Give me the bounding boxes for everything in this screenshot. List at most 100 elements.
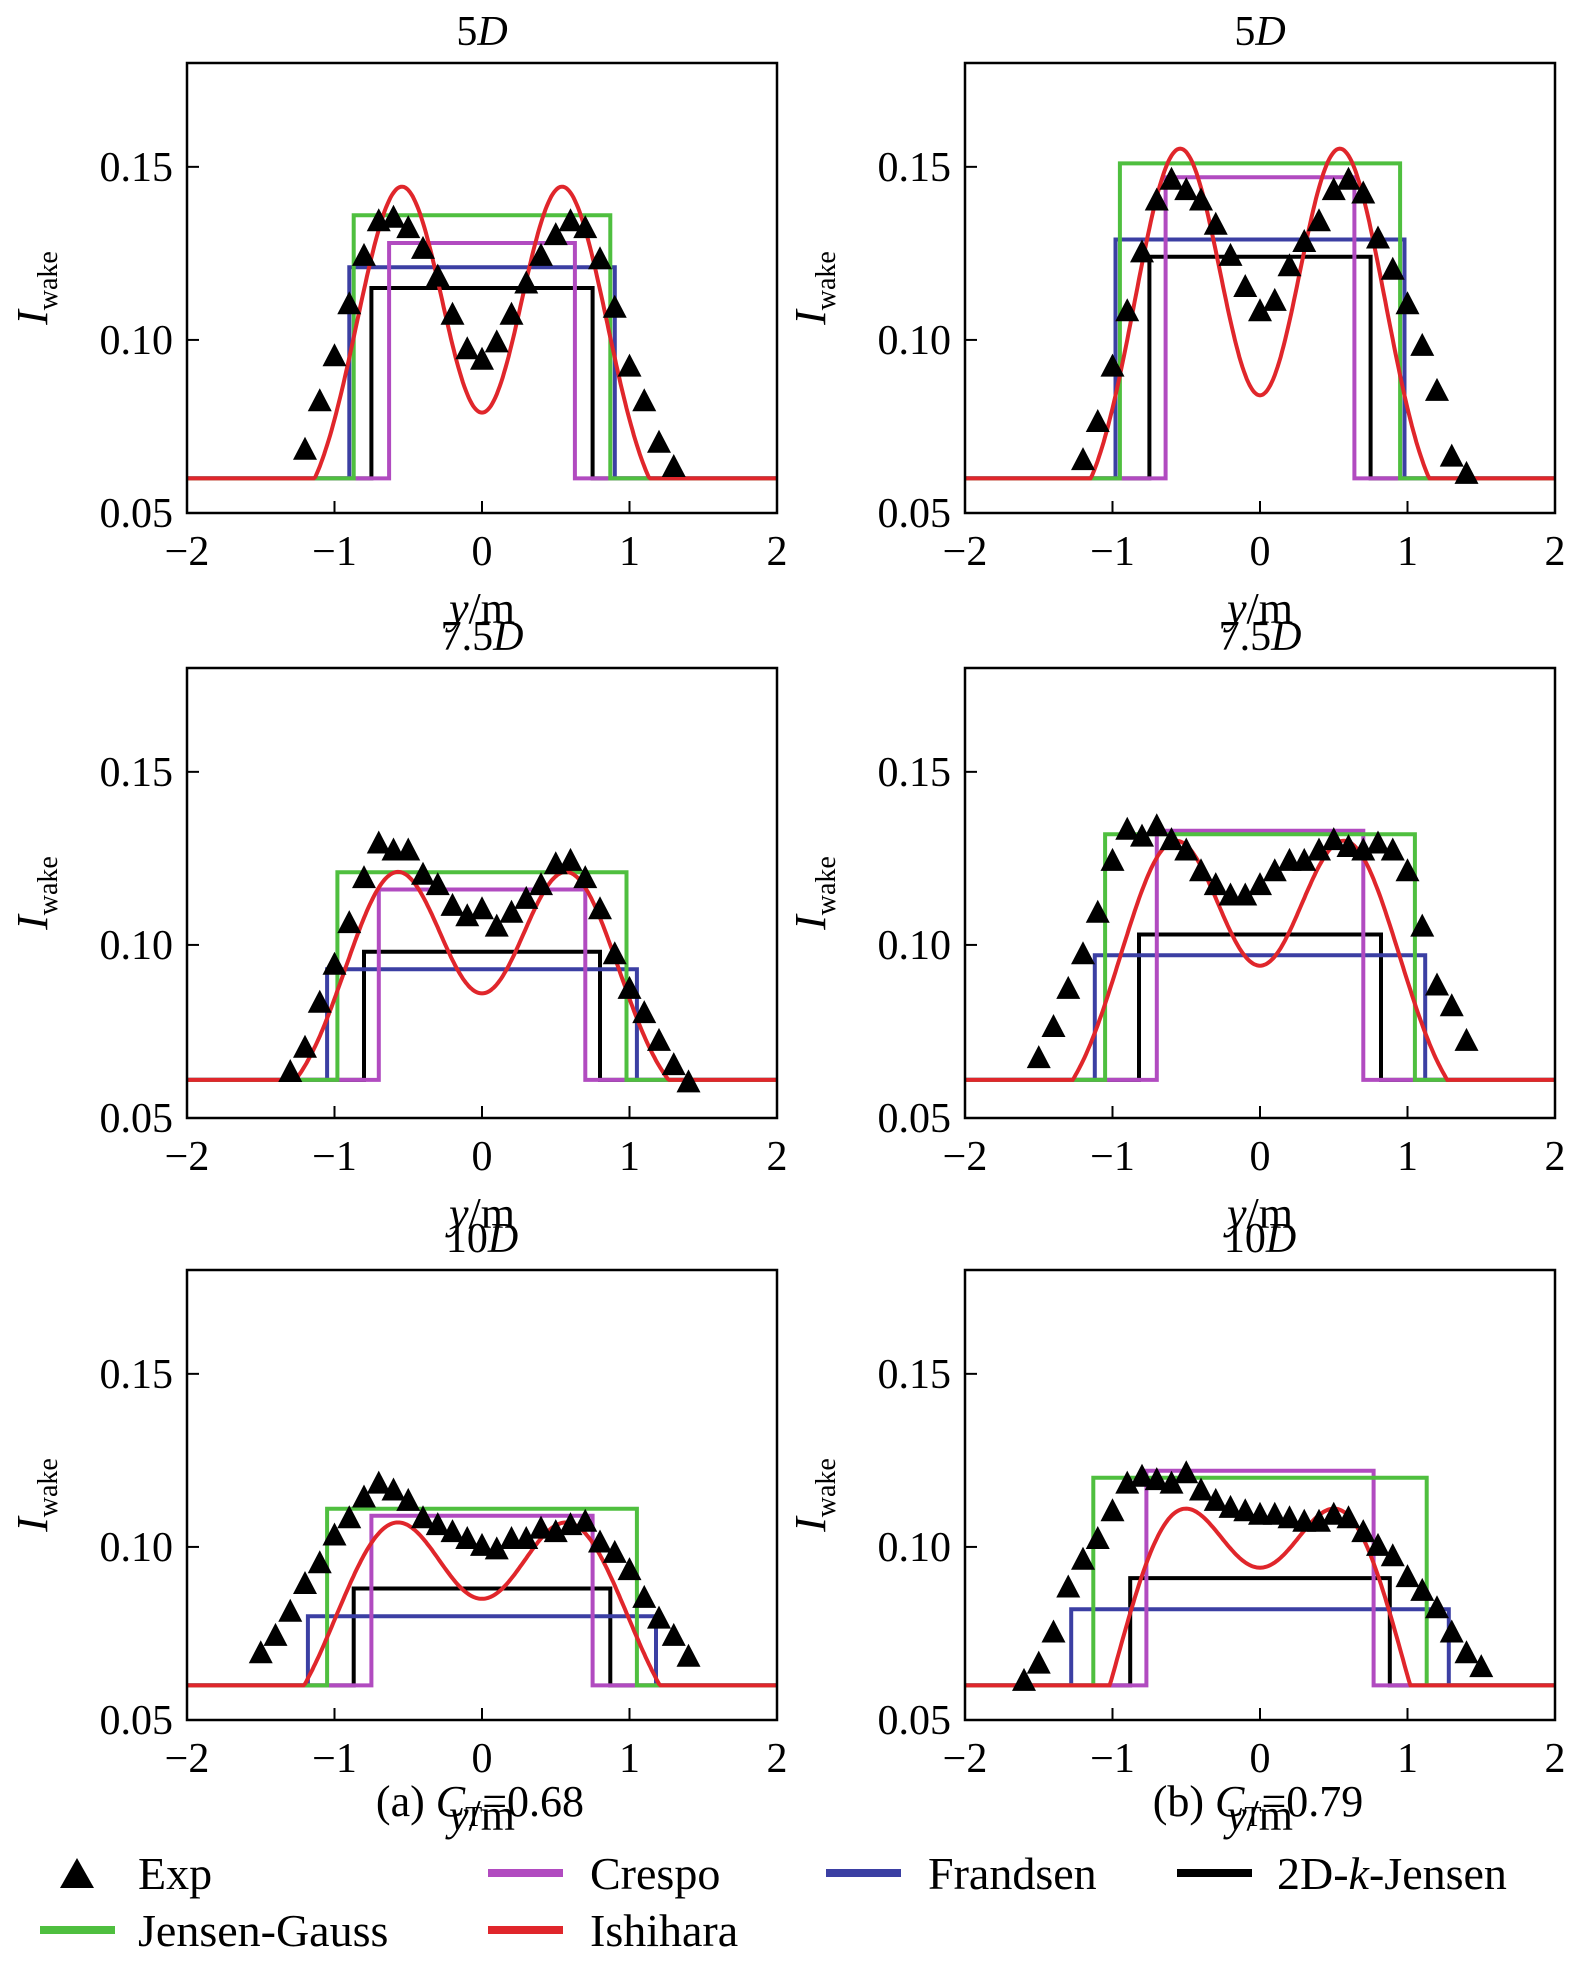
exp-point xyxy=(1130,239,1154,263)
plot-frame xyxy=(963,61,1557,515)
exp-point xyxy=(1026,1045,1051,1069)
exp-point xyxy=(1307,208,1331,232)
exp-point xyxy=(307,388,332,412)
exp-point xyxy=(1041,1014,1066,1037)
exp-point xyxy=(1071,1546,1095,1570)
y-axis-label: Iwake xyxy=(786,251,842,326)
series-ishihara xyxy=(965,146,1555,481)
y-axis-label: Iwake xyxy=(8,1458,64,1533)
exp-point xyxy=(307,989,332,1013)
y-tick-label: 0.15 xyxy=(100,145,174,191)
y-axis-label: Iwake xyxy=(8,856,64,931)
exp-point xyxy=(499,899,524,923)
x-tick-label: −2 xyxy=(943,1736,988,1782)
exp-point xyxy=(529,242,553,266)
exp-point xyxy=(1366,1532,1390,1556)
y-tick-label: 0.05 xyxy=(100,1698,174,1744)
exp-point xyxy=(396,1487,421,1511)
y-tick-label: 0.15 xyxy=(878,1352,952,1398)
x-tick-label: 0 xyxy=(1250,1134,1271,1180)
exp-point xyxy=(647,1027,671,1051)
exp-point xyxy=(1366,225,1390,249)
exp-point xyxy=(337,910,362,934)
x-tick-label: −2 xyxy=(943,1134,988,1180)
exp-point xyxy=(1115,816,1140,840)
series-crespo xyxy=(965,1468,1555,1688)
exp-point xyxy=(1159,1470,1184,1494)
exp-point xyxy=(425,872,450,896)
exp-point xyxy=(647,429,671,453)
plot-area xyxy=(965,1468,1555,1688)
x-axis-label: y/m xyxy=(445,584,515,633)
y-tick-label: 0.05 xyxy=(878,491,952,537)
exp-point xyxy=(278,1059,303,1082)
panel-4: 7.5D 0.05 0.10 0.15 −2 −1 0 1 2 y/m Iwake xyxy=(786,614,1566,1238)
series-jensen2d xyxy=(187,286,777,481)
y-axis-label: Iwake xyxy=(786,1458,842,1533)
legend-crespo-label: Crespo xyxy=(590,1848,720,1899)
exp-point xyxy=(470,1532,494,1556)
exp-point xyxy=(484,329,509,353)
y-tick-label: 0.15 xyxy=(878,145,952,191)
plot-frame xyxy=(185,61,779,515)
series-ishihara xyxy=(187,1520,777,1688)
panel-title: 5D xyxy=(1234,9,1285,55)
exp-point xyxy=(588,246,612,270)
series-ishihara xyxy=(187,184,777,481)
caption-b: (b) CT=0.79 xyxy=(1153,1777,1364,1833)
plot-frame xyxy=(185,1268,779,1722)
exp-point xyxy=(1159,166,1184,190)
series-ishihara xyxy=(965,838,1555,1082)
exp-point xyxy=(381,204,406,228)
x-tick-label: 1 xyxy=(1397,1736,1418,1782)
legend-ishihara-label: Ishihara xyxy=(590,1905,738,1956)
exp-point xyxy=(1307,1508,1331,1532)
panel-5: 10D 0.05 0.10 0.15 −2 −1 0 1 2 y/m Iwake xyxy=(8,1216,788,1840)
x-tick-label: 0 xyxy=(1250,529,1271,575)
exp-point xyxy=(352,1484,376,1508)
exp-point xyxy=(647,1605,671,1629)
exp-point xyxy=(573,865,598,889)
exp-point xyxy=(1233,1498,1258,1522)
series-frandsen xyxy=(187,967,777,1082)
x-tick-label: 1 xyxy=(619,1736,640,1782)
x-tick-label: 0 xyxy=(472,1736,493,1782)
panel-title: 7.5D xyxy=(1219,614,1302,660)
x-tick-label: 0 xyxy=(472,1134,493,1180)
legend-item-crespo: Crespo xyxy=(488,1848,720,1899)
legend-jensen-gauss-label: Jensen-Gauss xyxy=(138,1905,388,1956)
exp-point xyxy=(617,975,642,999)
legend-frandsen-label: Frandsen xyxy=(928,1848,1097,1899)
exp-point xyxy=(411,235,435,259)
exp-point xyxy=(602,294,627,318)
x-axis-label: y/m xyxy=(445,1791,515,1840)
exp-point xyxy=(1174,1460,1199,1484)
plot-area xyxy=(965,146,1555,481)
panels-group: 5D 0.05 0.10 0.15 −2 −1 0 1 2 y/m Iwake 5D 0.05 0.10 0… xyxy=(8,9,1566,1840)
exp-point xyxy=(1410,332,1435,356)
exp-point xyxy=(588,896,612,920)
series-frandsen xyxy=(965,237,1555,481)
legend-item-exp: Exp xyxy=(60,1848,212,1899)
exp-point xyxy=(1100,1498,1125,1522)
series-jensen2d xyxy=(965,254,1555,481)
panel-6: 10D 0.05 0.10 0.15 −2 −1 0 1 2 y/m Iwake xyxy=(786,1216,1566,1840)
exp-point xyxy=(1130,823,1154,847)
exp-point xyxy=(396,837,421,861)
exp-point xyxy=(1100,847,1125,871)
exp-point xyxy=(1351,837,1376,861)
exp-point xyxy=(1041,1619,1066,1643)
exp-point xyxy=(632,388,657,412)
exp-point xyxy=(499,301,524,325)
exp-point xyxy=(602,941,627,965)
exp-point xyxy=(381,1477,406,1501)
x-axis-label: y/m xyxy=(1223,1791,1293,1840)
x-tick-label: 0 xyxy=(472,529,493,575)
exp-point xyxy=(425,1512,450,1536)
plot-area xyxy=(187,1506,777,1688)
legend: Exp Crespo Frandsen 2D-k-Jensen Jensen-G… xyxy=(40,1848,1507,1956)
exp-point xyxy=(514,1526,539,1549)
exp-point xyxy=(1130,1463,1154,1487)
x-tick-label: 0 xyxy=(1250,1736,1271,1782)
